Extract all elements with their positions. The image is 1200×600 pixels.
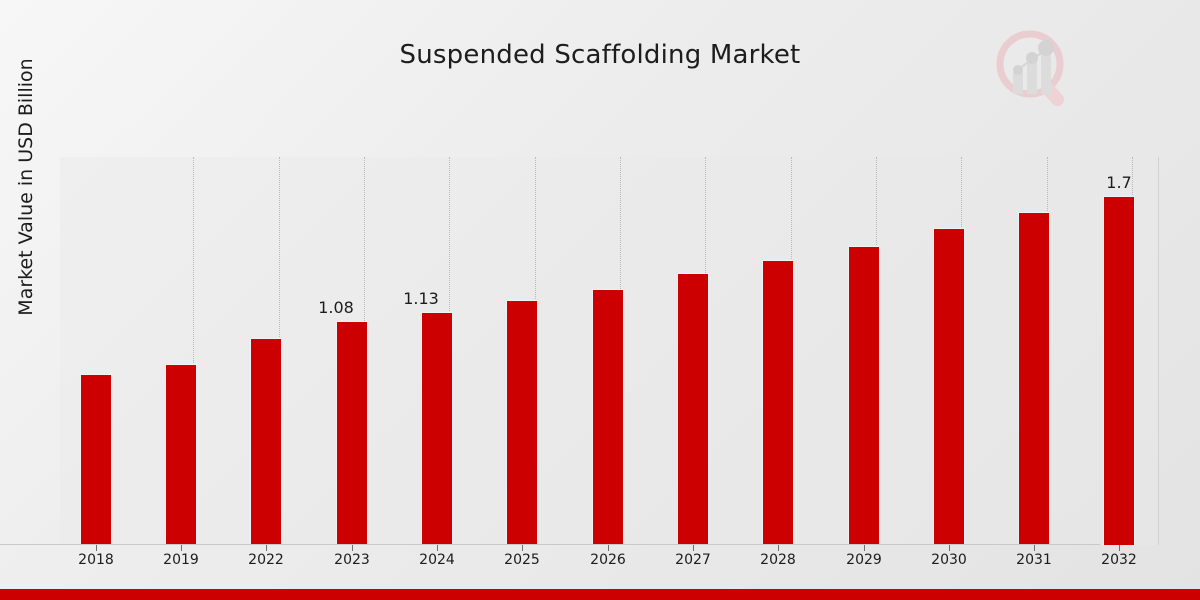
bar-2027[interactable] — [677, 273, 709, 545]
x-tick-label-2018: 2018 — [78, 552, 114, 568]
bar-2022[interactable] — [250, 338, 282, 545]
bar-2029[interactable] — [848, 246, 880, 545]
x-tick-label-2031: 2031 — [1016, 552, 1052, 568]
x-tick-2018 — [96, 545, 97, 551]
x-tick-2022 — [266, 545, 267, 551]
bar-2024[interactable] — [421, 312, 453, 545]
page-title: Suspended Scaffolding Market — [399, 40, 801, 70]
bar-value-label-2032: 1.7 — [1106, 173, 1132, 192]
bar-2019[interactable] — [165, 364, 197, 545]
x-tick-label-2027: 2027 — [675, 552, 711, 568]
x-tick-2023 — [352, 545, 353, 551]
x-tick-label-2024: 2024 — [419, 552, 455, 568]
bar-value-label-2024: 1.13 — [403, 289, 439, 308]
x-tick-2019 — [181, 545, 182, 551]
x-tick-label-2029: 2029 — [846, 552, 882, 568]
bar-2025[interactable] — [506, 300, 538, 545]
bar-2023[interactable] — [336, 321, 368, 545]
x-tick-2026 — [608, 545, 609, 551]
x-axis-line — [0, 544, 1100, 545]
x-tick-2032 — [1119, 545, 1120, 551]
x-tick-2029 — [864, 545, 865, 551]
x-tick-2024 — [437, 545, 438, 551]
x-tick-2025 — [522, 545, 523, 551]
x-tick-2028 — [778, 545, 779, 551]
y-axis-title: Market Value in USD Billion — [15, 58, 37, 316]
x-tick-label-2026: 2026 — [590, 552, 626, 568]
x-tick-label-2023: 2023 — [334, 552, 370, 568]
x-tick-2031 — [1034, 545, 1035, 551]
plot-area — [60, 157, 1159, 545]
bar-2028[interactable] — [762, 260, 794, 545]
x-tick-label-2019: 2019 — [163, 552, 199, 568]
x-tick-label-2028: 2028 — [760, 552, 796, 568]
bar-2031[interactable] — [1018, 212, 1050, 545]
bar-2018[interactable] — [80, 374, 112, 545]
footer-accent-bar — [0, 589, 1200, 600]
x-tick-label-2022: 2022 — [248, 552, 284, 568]
x-tick-label-2030: 2030 — [931, 552, 967, 568]
bar-2030[interactable] — [933, 228, 965, 545]
bar-2026[interactable] — [592, 289, 624, 545]
x-tick-label-2032: 2032 — [1101, 552, 1137, 568]
category-gridline — [193, 157, 194, 545]
x-tick-2030 — [949, 545, 950, 551]
x-tick-label-2025: 2025 — [504, 552, 540, 568]
x-tick-2027 — [693, 545, 694, 551]
bar-2032[interactable] — [1103, 196, 1135, 545]
bar-value-label-2023: 1.08 — [318, 298, 354, 317]
